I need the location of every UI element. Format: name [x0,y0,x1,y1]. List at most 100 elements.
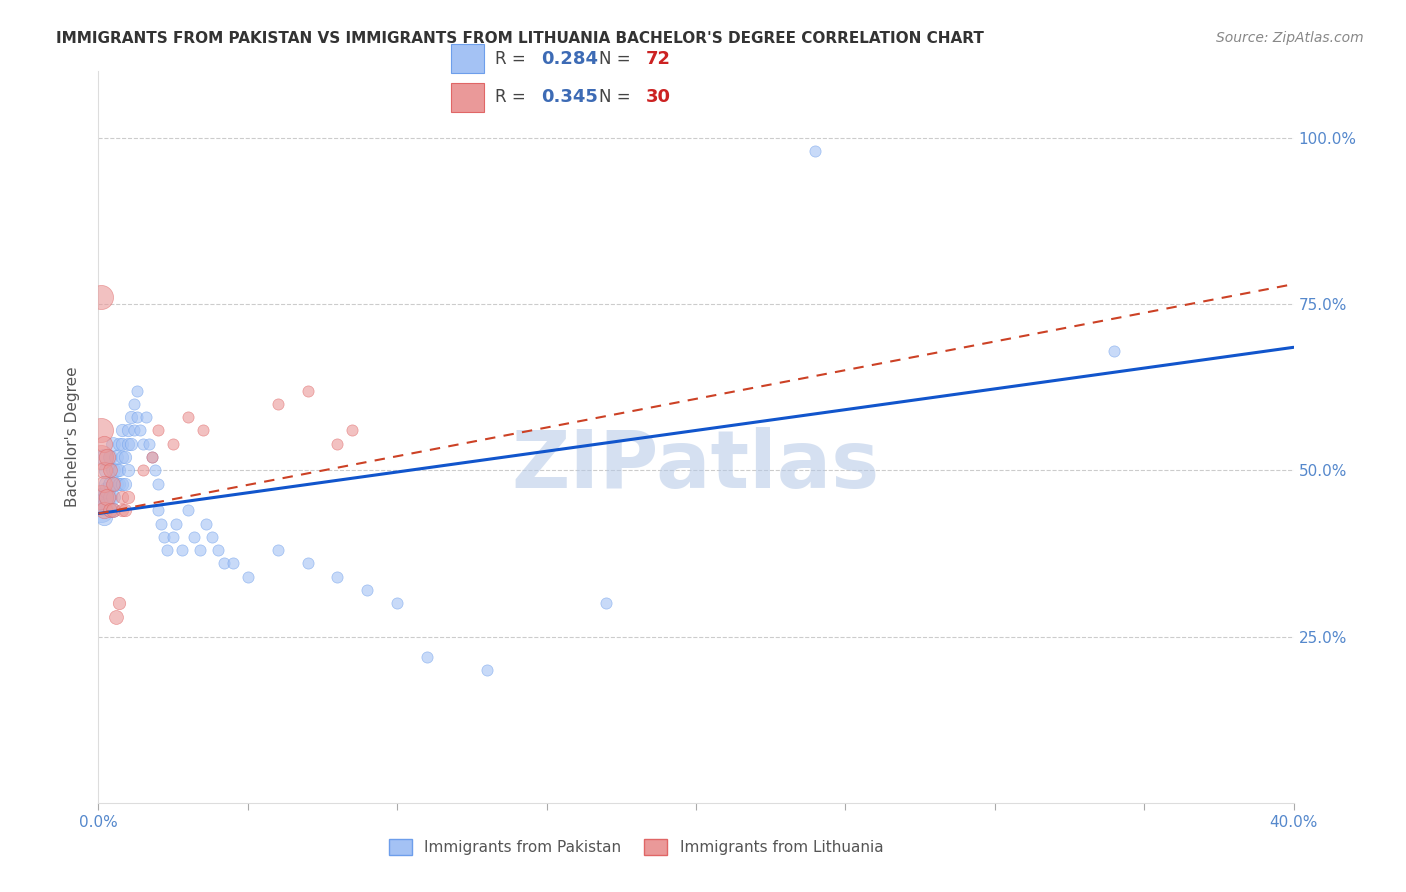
Point [297,384,319,398]
Text: 72: 72 [645,50,671,68]
Point [93,503,115,517]
Point [90,290,112,304]
Point [105,476,128,491]
Point [111,424,134,438]
Point [326,436,349,450]
Legend: Immigrants from Pakistan, Immigrants from Lithuania: Immigrants from Pakistan, Immigrants fro… [382,833,890,861]
Text: 30: 30 [645,87,671,105]
Point [236,570,259,584]
Point [93,450,115,464]
Point [195,516,218,531]
Point [212,557,235,571]
Point [93,500,115,514]
Point [124,424,146,438]
Point [103,463,125,477]
Point [153,530,176,544]
Point [183,530,205,544]
Point [111,436,134,450]
Point [114,503,136,517]
Point [1104,343,1126,358]
Point [297,557,319,571]
Point [127,410,149,425]
Point [96,476,118,491]
Point [98,476,122,491]
Point [117,490,139,504]
Point [90,503,112,517]
Point [98,450,122,464]
Point [98,503,122,517]
Point [93,509,115,524]
Point [98,490,122,504]
Text: N =: N = [599,50,636,68]
Text: N =: N = [599,87,636,105]
Point [103,476,125,491]
Point [207,543,229,558]
Point [120,410,142,425]
Point [127,384,149,398]
Point [98,503,122,517]
Point [148,476,170,491]
Point [96,483,118,498]
Text: IMMIGRANTS FROM PAKISTAN VS IMMIGRANTS FROM LITHUANIA BACHELOR'S DEGREE CORRELAT: IMMIGRANTS FROM PAKISTAN VS IMMIGRANTS F… [56,31,984,46]
Point [416,649,439,664]
Point [111,490,134,504]
Point [108,436,131,450]
Point [114,476,136,491]
Point [342,424,364,438]
Point [111,450,134,464]
Point [267,543,290,558]
Point [222,557,245,571]
Point [98,463,122,477]
Point [143,463,166,477]
Point [135,410,157,425]
Point [117,424,139,438]
Point [108,476,131,491]
Point [132,463,155,477]
Point [108,463,131,477]
Point [177,503,200,517]
Bar [451,83,484,112]
Point [177,410,200,425]
Point [90,424,112,438]
Point [108,596,131,610]
Point [150,516,173,531]
Point [124,397,146,411]
Point [356,582,378,597]
Text: ZIPatlas: ZIPatlas [512,427,880,506]
Point [103,503,125,517]
Point [96,463,118,477]
Point [132,436,155,450]
Point [148,503,170,517]
Point [595,596,617,610]
Point [96,490,118,504]
Point [103,436,125,450]
Point [165,516,187,531]
Point [103,503,125,517]
Point [93,476,115,491]
Point [111,503,134,517]
Point [111,476,134,491]
Point [148,424,170,438]
Point [188,543,211,558]
Point [105,450,128,464]
Point [138,436,160,450]
Point [117,463,139,477]
Point [105,463,128,477]
Point [103,490,125,504]
Point [96,450,118,464]
Point [804,144,827,158]
Y-axis label: Bachelor's Degree: Bachelor's Degree [65,367,80,508]
Point [90,450,112,464]
Point [90,490,112,504]
Point [96,490,118,504]
Point [117,436,139,450]
Point [201,530,224,544]
Point [129,424,152,438]
Point [267,397,290,411]
Text: Source: ZipAtlas.com: Source: ZipAtlas.com [1216,31,1364,45]
Point [105,609,128,624]
Point [141,450,163,464]
Point [90,493,112,508]
Point [475,663,498,677]
Text: R =: R = [495,87,531,105]
